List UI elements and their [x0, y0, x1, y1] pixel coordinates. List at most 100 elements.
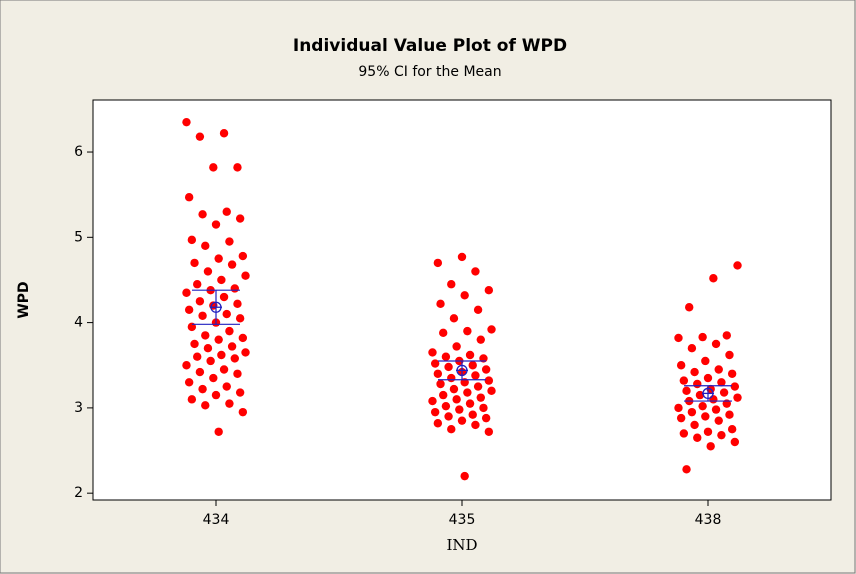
data-point	[476, 393, 485, 402]
data-point	[184, 305, 194, 315]
data-point	[447, 373, 456, 383]
data-point	[219, 129, 229, 138]
data-point	[468, 361, 477, 370]
data-point	[436, 299, 445, 309]
data-point	[201, 241, 210, 251]
data-point	[227, 342, 237, 351]
y-axis-label: WPD	[16, 281, 32, 318]
chart-title: Individual Value Plot of WPD	[293, 36, 567, 56]
y-tick-label: 4	[74, 315, 83, 331]
data-point	[217, 275, 226, 285]
data-point	[471, 420, 480, 430]
data-point	[441, 352, 451, 361]
data-point	[444, 362, 453, 372]
data-point	[457, 252, 467, 262]
data-point	[460, 291, 469, 300]
data-point	[190, 258, 199, 268]
data-point	[701, 356, 710, 366]
data-point	[225, 237, 234, 246]
data-point	[198, 384, 207, 394]
data-point	[184, 193, 194, 202]
data-point	[233, 163, 242, 172]
data-point	[195, 367, 205, 377]
data-point	[241, 348, 250, 357]
data-point	[471, 371, 480, 380]
data-point	[725, 410, 734, 419]
data-point	[463, 388, 472, 397]
data-point	[182, 361, 191, 370]
data-point	[693, 379, 702, 389]
data-point	[211, 390, 221, 400]
data-point	[473, 305, 483, 315]
data-point	[476, 335, 485, 344]
data-point	[428, 348, 437, 357]
data-point	[717, 430, 726, 440]
data-point	[187, 395, 197, 404]
data-point	[238, 251, 248, 261]
data-point	[698, 401, 707, 411]
data-point	[428, 396, 437, 406]
data-point	[682, 465, 691, 474]
data-point	[233, 369, 242, 378]
data-point	[714, 365, 723, 374]
data-point	[193, 280, 202, 289]
data-point	[679, 376, 689, 385]
data-point	[182, 288, 191, 297]
data-point	[214, 335, 223, 344]
data-point	[195, 297, 205, 306]
data-point	[439, 390, 448, 400]
data-point	[463, 326, 472, 336]
data-point	[449, 384, 459, 394]
data-point	[184, 378, 194, 387]
data-point	[217, 350, 226, 360]
data-point	[455, 405, 464, 414]
data-point	[182, 117, 191, 127]
data-point	[711, 405, 721, 414]
data-point	[436, 379, 445, 389]
data-point	[484, 285, 494, 295]
data-point	[706, 442, 715, 451]
data-point	[676, 413, 686, 423]
data-point	[725, 350, 734, 360]
x-tick-label: 434	[203, 512, 230, 528]
data-point	[481, 365, 491, 374]
data-point	[235, 314, 245, 323]
data-point	[719, 388, 729, 397]
data-point	[709, 395, 718, 404]
data-point	[214, 254, 223, 263]
data-point	[484, 376, 494, 385]
data-point	[676, 361, 686, 370]
data-point	[465, 350, 475, 360]
data-point	[201, 331, 210, 340]
data-point	[698, 332, 707, 342]
data-point	[430, 407, 440, 417]
data-point	[206, 356, 215, 366]
data-point	[441, 401, 451, 411]
y-tick-label: 2	[74, 485, 83, 501]
x-tick-label: 438	[695, 512, 722, 528]
data-point	[727, 425, 737, 434]
data-point	[233, 299, 242, 309]
data-point	[193, 352, 202, 361]
data-point	[225, 399, 234, 408]
data-point	[487, 325, 496, 334]
data-point	[727, 369, 737, 378]
data-point	[222, 309, 231, 319]
data-point	[447, 280, 456, 289]
data-point	[222, 382, 231, 391]
data-point	[238, 333, 248, 343]
data-point	[433, 258, 443, 268]
y-tick-label: 6	[74, 144, 83, 160]
data-point	[198, 210, 207, 219]
y-tick-label: 3	[74, 400, 83, 416]
data-point	[690, 420, 699, 430]
data-point	[460, 471, 469, 481]
data-point	[730, 382, 740, 391]
data-point	[703, 427, 713, 436]
data-point	[449, 314, 459, 323]
data-point	[227, 260, 237, 269]
data-point	[481, 413, 491, 423]
data-point	[714, 416, 723, 425]
data-point	[468, 410, 477, 419]
